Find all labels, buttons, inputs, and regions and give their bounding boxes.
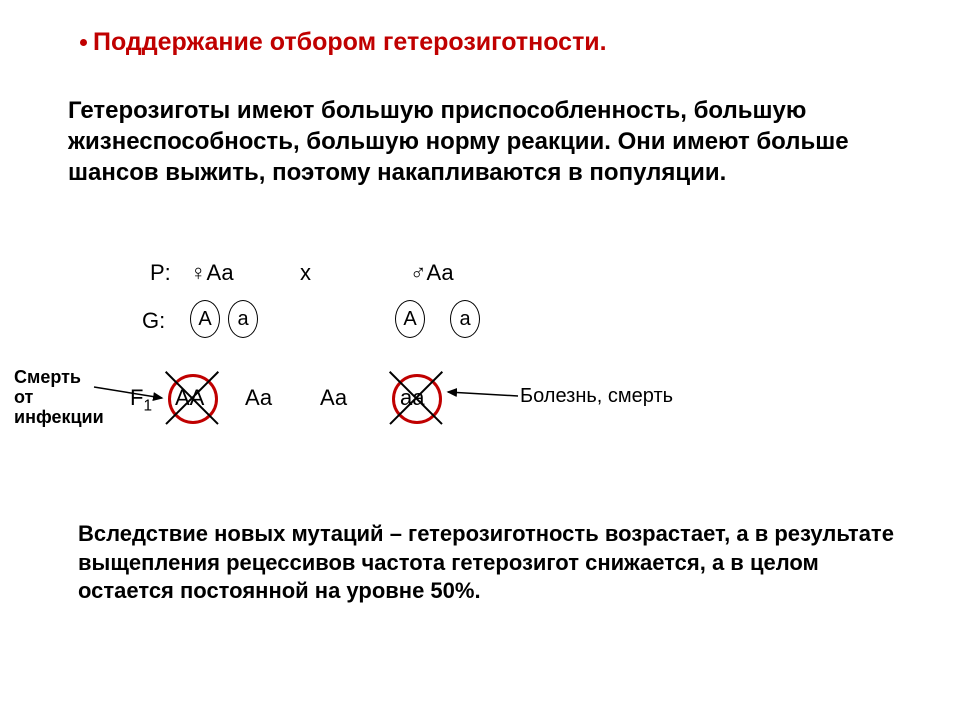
gamete-2: а: [228, 300, 258, 338]
label-P: P:: [150, 260, 171, 286]
offspring-2: Аа: [245, 385, 272, 411]
gamete-3-label: А: [403, 308, 416, 331]
gamete-2-label: а: [237, 308, 248, 331]
title-row: Поддержание отбором гетерозиготности.: [80, 28, 607, 57]
genetics-diagram: P: ♀Аа x ♂Аа G: А а А а F1 АА Аа Аа аа С…: [0, 250, 960, 480]
gamete-3: А: [395, 300, 425, 338]
cross-symbol: x: [300, 260, 311, 286]
label-disease-death: Болезнь, смерть: [520, 385, 673, 408]
parent-female: ♀Аа: [190, 260, 234, 286]
paragraph-bottom: Вследствие новых мутаций – гетерозиготно…: [78, 520, 898, 606]
arrow-left-icon: [92, 380, 172, 420]
gamete-1-label: А: [198, 308, 211, 331]
paragraph-top: Гетерозиготы имеют большую приспособленн…: [68, 95, 888, 189]
offspring-3: Аа: [320, 385, 347, 411]
gamete-1: А: [190, 300, 220, 338]
label-death-infection: Смерть от инфекции: [14, 368, 104, 427]
parent-male: ♂Аа: [410, 260, 454, 286]
page-title: Поддержание отбором гетерозиготности.: [93, 28, 607, 57]
bullet-icon: [80, 39, 87, 46]
gamete-4: а: [450, 300, 480, 338]
label-G: G:: [142, 308, 165, 334]
arrow-right-icon: [440, 378, 525, 408]
gamete-4-label: а: [459, 308, 470, 331]
